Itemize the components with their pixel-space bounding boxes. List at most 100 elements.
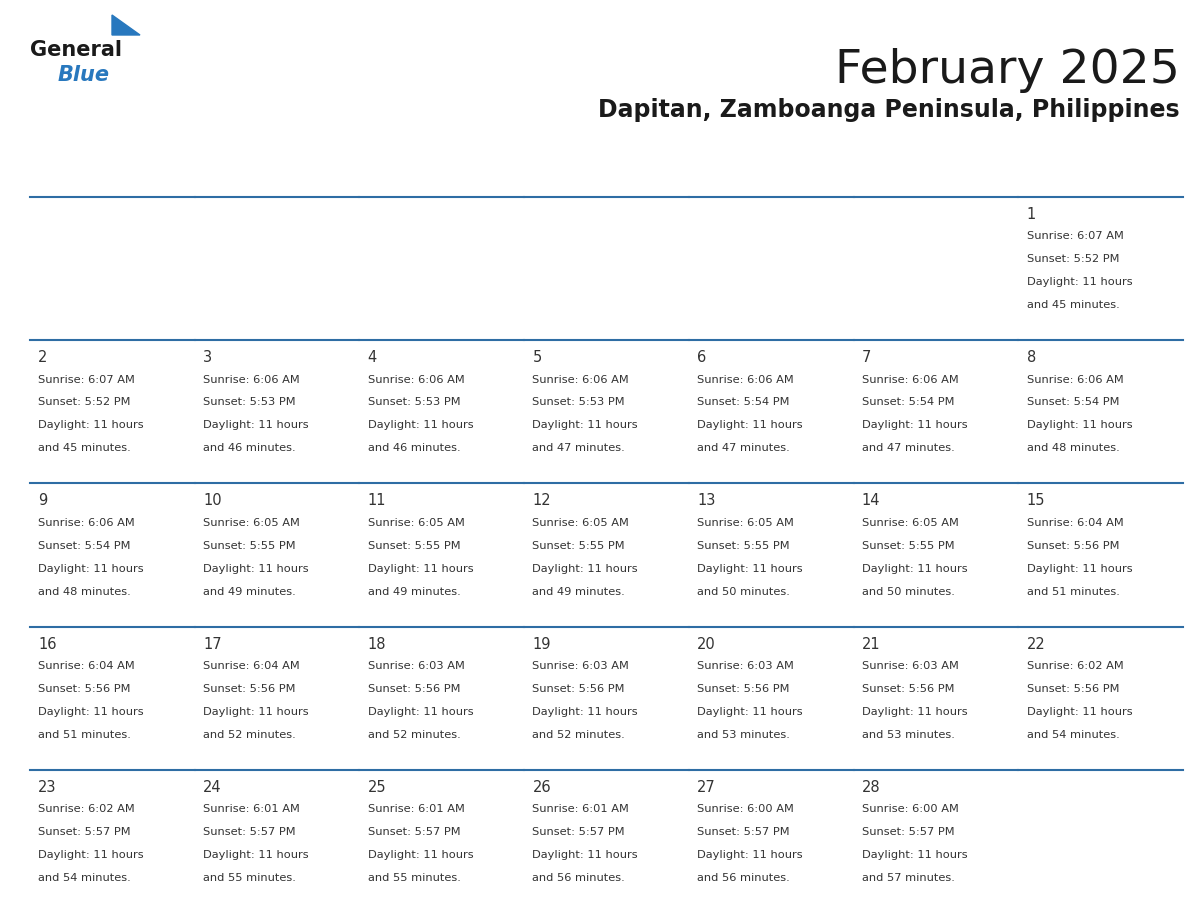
Text: and 50 minutes.: and 50 minutes. [697, 587, 790, 597]
Text: and 55 minutes.: and 55 minutes. [203, 873, 296, 883]
Text: Daylight: 11 hours: Daylight: 11 hours [203, 420, 309, 431]
Text: Sunset: 5:57 PM: Sunset: 5:57 PM [861, 827, 954, 837]
Text: Daylight: 11 hours: Daylight: 11 hours [367, 420, 473, 431]
Text: Daylight: 11 hours: Daylight: 11 hours [532, 707, 638, 717]
Text: Monday: Monday [207, 167, 272, 185]
Text: and 47 minutes.: and 47 minutes. [861, 443, 954, 453]
Text: Daylight: 11 hours: Daylight: 11 hours [532, 420, 638, 431]
Text: 16: 16 [38, 636, 57, 652]
Text: Daylight: 11 hours: Daylight: 11 hours [38, 850, 144, 860]
Text: Daylight: 11 hours: Daylight: 11 hours [367, 850, 473, 860]
Text: Daylight: 11 hours: Daylight: 11 hours [697, 850, 803, 860]
Text: Sunrise: 6:04 AM: Sunrise: 6:04 AM [203, 661, 299, 671]
Text: Daylight: 11 hours: Daylight: 11 hours [532, 850, 638, 860]
Text: Tuesday: Tuesday [371, 167, 438, 185]
Text: Sunset: 5:57 PM: Sunset: 5:57 PM [697, 827, 790, 837]
Text: Sunset: 5:52 PM: Sunset: 5:52 PM [38, 397, 131, 408]
Text: Dapitan, Zamboanga Peninsula, Philippines: Dapitan, Zamboanga Peninsula, Philippine… [599, 98, 1180, 122]
Text: Sunset: 5:57 PM: Sunset: 5:57 PM [203, 827, 296, 837]
Text: Daylight: 11 hours: Daylight: 11 hours [861, 707, 967, 717]
Text: 18: 18 [367, 636, 386, 652]
Text: 8: 8 [1026, 351, 1036, 365]
Text: and 49 minutes.: and 49 minutes. [532, 587, 625, 597]
Text: Sunrise: 6:04 AM: Sunrise: 6:04 AM [38, 661, 135, 671]
Text: Friday: Friday [865, 167, 915, 185]
Text: Daylight: 11 hours: Daylight: 11 hours [1026, 707, 1132, 717]
Text: 26: 26 [532, 779, 551, 795]
Text: and 57 minutes.: and 57 minutes. [861, 873, 955, 883]
Text: Daylight: 11 hours: Daylight: 11 hours [1026, 277, 1132, 287]
Text: Daylight: 11 hours: Daylight: 11 hours [38, 564, 144, 574]
Text: and 48 minutes.: and 48 minutes. [38, 587, 131, 597]
Text: 12: 12 [532, 493, 551, 509]
Text: Sunset: 5:57 PM: Sunset: 5:57 PM [367, 827, 460, 837]
Text: and 50 minutes.: and 50 minutes. [861, 587, 955, 597]
Text: 7: 7 [861, 351, 871, 365]
Text: and 46 minutes.: and 46 minutes. [203, 443, 296, 453]
Text: 13: 13 [697, 493, 715, 509]
Text: and 45 minutes.: and 45 minutes. [38, 443, 131, 453]
Text: and 47 minutes.: and 47 minutes. [532, 443, 625, 453]
Text: General: General [30, 40, 122, 60]
Text: Sunrise: 6:02 AM: Sunrise: 6:02 AM [1026, 661, 1124, 671]
Text: 23: 23 [38, 779, 57, 795]
Text: Sunrise: 6:06 AM: Sunrise: 6:06 AM [861, 375, 959, 385]
Polygon shape [112, 15, 140, 35]
Text: and 55 minutes.: and 55 minutes. [367, 873, 461, 883]
Text: Sunrise: 6:07 AM: Sunrise: 6:07 AM [38, 375, 135, 385]
Text: 27: 27 [697, 779, 716, 795]
Text: Daylight: 11 hours: Daylight: 11 hours [367, 707, 473, 717]
Text: Sunset: 5:56 PM: Sunset: 5:56 PM [697, 684, 790, 694]
Text: Sunrise: 6:06 AM: Sunrise: 6:06 AM [38, 518, 135, 528]
Text: Sunrise: 6:01 AM: Sunrise: 6:01 AM [203, 804, 299, 814]
Text: Daylight: 11 hours: Daylight: 11 hours [1026, 420, 1132, 431]
Text: Sunrise: 6:06 AM: Sunrise: 6:06 AM [532, 375, 630, 385]
Text: Sunrise: 6:01 AM: Sunrise: 6:01 AM [367, 804, 465, 814]
Text: Sunrise: 6:00 AM: Sunrise: 6:00 AM [697, 804, 794, 814]
Text: Daylight: 11 hours: Daylight: 11 hours [861, 564, 967, 574]
Text: Sunrise: 6:06 AM: Sunrise: 6:06 AM [367, 375, 465, 385]
Text: 21: 21 [861, 636, 880, 652]
Text: Sunset: 5:56 PM: Sunset: 5:56 PM [203, 684, 296, 694]
Text: 25: 25 [367, 779, 386, 795]
Text: 5: 5 [532, 351, 542, 365]
Text: and 46 minutes.: and 46 minutes. [367, 443, 460, 453]
Text: Sunset: 5:54 PM: Sunset: 5:54 PM [1026, 397, 1119, 408]
Text: 3: 3 [203, 351, 213, 365]
Text: 15: 15 [1026, 493, 1045, 509]
Text: Sunrise: 6:06 AM: Sunrise: 6:06 AM [697, 375, 794, 385]
Text: 1: 1 [1026, 207, 1036, 222]
Text: Sunset: 5:56 PM: Sunset: 5:56 PM [38, 684, 131, 694]
Text: and 52 minutes.: and 52 minutes. [532, 730, 625, 740]
Text: Sunset: 5:55 PM: Sunset: 5:55 PM [532, 541, 625, 551]
Text: and 47 minutes.: and 47 minutes. [697, 443, 790, 453]
Text: Sunset: 5:53 PM: Sunset: 5:53 PM [203, 397, 296, 408]
Text: Sunset: 5:56 PM: Sunset: 5:56 PM [1026, 684, 1119, 694]
Text: 28: 28 [861, 779, 880, 795]
Text: Sunset: 5:53 PM: Sunset: 5:53 PM [367, 397, 460, 408]
Text: and 49 minutes.: and 49 minutes. [367, 587, 461, 597]
Text: Sunset: 5:56 PM: Sunset: 5:56 PM [532, 684, 625, 694]
Text: Thursday: Thursday [701, 167, 778, 185]
Text: 24: 24 [203, 779, 222, 795]
Text: and 45 minutes.: and 45 minutes. [1026, 300, 1119, 310]
Text: Daylight: 11 hours: Daylight: 11 hours [38, 707, 144, 717]
Text: Sunset: 5:54 PM: Sunset: 5:54 PM [38, 541, 131, 551]
Text: Sunrise: 6:05 AM: Sunrise: 6:05 AM [861, 518, 959, 528]
Text: 4: 4 [367, 351, 377, 365]
Text: Sunset: 5:55 PM: Sunset: 5:55 PM [697, 541, 790, 551]
Text: 17: 17 [203, 636, 222, 652]
Text: Sunrise: 6:05 AM: Sunrise: 6:05 AM [532, 518, 630, 528]
Text: and 51 minutes.: and 51 minutes. [1026, 587, 1119, 597]
Text: 10: 10 [203, 493, 222, 509]
Text: Daylight: 11 hours: Daylight: 11 hours [367, 564, 473, 574]
Text: Sunset: 5:56 PM: Sunset: 5:56 PM [367, 684, 460, 694]
Text: Sunset: 5:52 PM: Sunset: 5:52 PM [1026, 254, 1119, 264]
Text: Sunrise: 6:05 AM: Sunrise: 6:05 AM [697, 518, 794, 528]
Text: Daylight: 11 hours: Daylight: 11 hours [203, 850, 309, 860]
Text: and 56 minutes.: and 56 minutes. [532, 873, 625, 883]
Text: Sunset: 5:54 PM: Sunset: 5:54 PM [697, 397, 790, 408]
Text: Sunset: 5:57 PM: Sunset: 5:57 PM [532, 827, 625, 837]
Text: Sunset: 5:55 PM: Sunset: 5:55 PM [203, 541, 296, 551]
Text: Sunrise: 6:03 AM: Sunrise: 6:03 AM [861, 661, 959, 671]
